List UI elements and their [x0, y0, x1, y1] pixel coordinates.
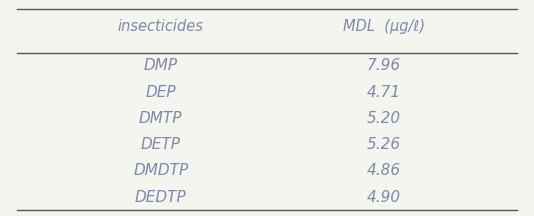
Text: 4.90: 4.90 [367, 190, 401, 205]
Text: 5.26: 5.26 [367, 137, 401, 152]
Text: 4.71: 4.71 [367, 84, 401, 100]
Text: DMP: DMP [144, 58, 178, 73]
Text: 4.86: 4.86 [367, 163, 401, 178]
Text: DMTP: DMTP [139, 111, 183, 126]
Text: insecticides: insecticides [118, 19, 203, 35]
Text: DEDTP: DEDTP [135, 190, 186, 205]
Text: DEP: DEP [145, 84, 176, 100]
Text: 7.96: 7.96 [367, 58, 401, 73]
Text: DETP: DETP [141, 137, 180, 152]
Text: MDL  (μg/ℓ): MDL (μg/ℓ) [343, 19, 425, 35]
Text: 5.20: 5.20 [367, 111, 401, 126]
Text: DMDTP: DMDTP [133, 163, 189, 178]
